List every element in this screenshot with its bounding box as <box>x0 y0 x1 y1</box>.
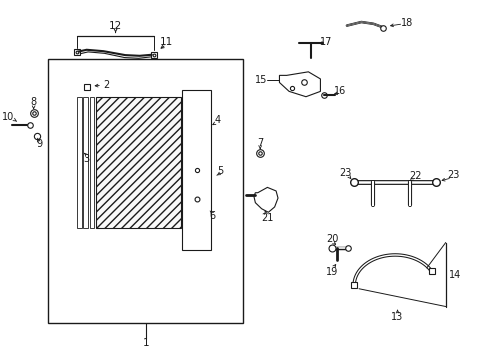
Bar <box>77 97 82 228</box>
Polygon shape <box>254 187 277 212</box>
Text: 21: 21 <box>261 213 273 223</box>
Text: 2: 2 <box>103 80 109 90</box>
Text: 17: 17 <box>319 36 332 47</box>
Text: 20: 20 <box>326 234 338 244</box>
Text: 11: 11 <box>159 36 172 47</box>
Text: 23: 23 <box>446 170 458 180</box>
Bar <box>182 90 211 250</box>
Text: 8: 8 <box>30 97 37 107</box>
Text: 1: 1 <box>142 338 149 348</box>
Text: 10: 10 <box>2 112 14 122</box>
Text: 6: 6 <box>209 211 214 221</box>
Text: 18: 18 <box>400 18 412 28</box>
Polygon shape <box>279 72 320 97</box>
Text: 9: 9 <box>37 139 43 149</box>
Text: 16: 16 <box>333 86 345 96</box>
Text: 22: 22 <box>409 171 421 181</box>
Text: 19: 19 <box>326 267 338 277</box>
Text: 4: 4 <box>214 115 220 125</box>
Text: 12: 12 <box>109 21 122 31</box>
Bar <box>96 97 180 228</box>
Text: 14: 14 <box>448 270 461 280</box>
Text: 15: 15 <box>255 75 267 85</box>
Text: 23: 23 <box>339 168 351 178</box>
Bar <box>90 97 94 228</box>
Bar <box>83 97 88 228</box>
Text: 13: 13 <box>391 312 403 322</box>
Bar <box>48 59 243 322</box>
Text: 7: 7 <box>257 138 263 148</box>
Text: 3: 3 <box>83 154 90 164</box>
Text: 5: 5 <box>217 166 223 176</box>
